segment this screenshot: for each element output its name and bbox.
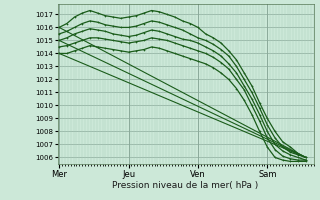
X-axis label: Pression niveau de la mer( hPa ): Pression niveau de la mer( hPa ) — [112, 181, 259, 190]
